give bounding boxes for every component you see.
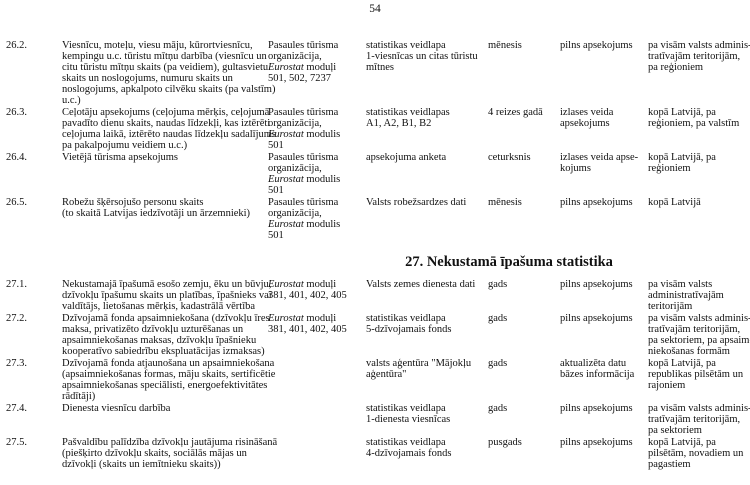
src-eu: Eurostat — [268, 129, 304, 140]
survey-method: pilns apsekojums — [560, 197, 633, 208]
data-source-form: apsekojuma anketa — [366, 152, 447, 163]
indicator-description: Nekustamajā īpašumā esošo zemju, ēku un … — [62, 279, 272, 312]
table-row: 27.4. Dienesta viesnīcu darbība statistika… — [0, 403, 750, 436]
table-row: 26.3. Ceļotāju apsekojums (ceļojuma mērķi… — [0, 107, 750, 151]
indicator-description: Viesnīcu, moteļu, viesu māju, kūrortvies… — [62, 40, 276, 106]
row-number: 27.2. — [6, 313, 27, 324]
src-eu: Eurostat — [268, 62, 304, 73]
indicator-description: Dzīvojamā fonda atjaunošana un apsaimnie… — [62, 358, 276, 402]
data-source-form: Valsts zemes dienesta dati — [366, 279, 476, 290]
indicator-description: Pašvaldību palīdzība dzīvokļu jautājuma … — [62, 437, 278, 470]
data-source-form: statistikas veidlapas A1, A2, B1, B2 — [366, 107, 450, 129]
source-reference — [268, 437, 366, 470]
frequency: pusgads — [488, 437, 522, 448]
frequency: ceturksnis — [488, 152, 531, 163]
source-reference: Eurostat moduļi 381, 401, 402, 405 — [268, 279, 366, 312]
src-org: Pasaules tūrisma organizācija, — [268, 40, 339, 62]
data-source-form: statistikas veidlapa 4-dzīvojamais fonds — [366, 437, 452, 459]
indicator-description: Dzīvojamā fonda apsaimniekošana (dzīvokļ… — [62, 313, 270, 357]
indicator-description: Dienesta viesnīcu darbība — [62, 403, 171, 414]
detail-level: kopā Latvijā, pa republikas pilsētām un … — [648, 358, 744, 391]
frequency: gads — [488, 313, 508, 324]
data-source-form: valsts aģentūra "Mājokļu aģentūra" — [366, 358, 472, 380]
src-eu: Eurostat — [268, 174, 304, 185]
survey-method: pilns apsekojums — [560, 313, 633, 324]
row-number: 27.4. — [6, 403, 27, 414]
frequency: mēnesis — [488, 197, 522, 208]
frequency: 4 reizes gadā — [488, 107, 543, 118]
row-number: 26.2. — [6, 40, 27, 51]
src-rest: modulis 501 — [268, 174, 341, 196]
indicator-description: Robežu šķērsojušo personu skaits (to ska… — [62, 197, 251, 219]
src-eu: Eurostat — [268, 313, 304, 324]
page-number: 54 — [369, 3, 381, 15]
src-org: Pasaules tūrisma organizācija, — [268, 107, 339, 129]
survey-method: aktualizēta datu bāzes informācija — [560, 358, 635, 380]
detail-level: pa visām valsts adminis- tratīvajām teri… — [648, 313, 750, 357]
frequency: gads — [488, 358, 508, 369]
row-number: 27.5. — [6, 437, 27, 448]
section-heading: 27. Nekustamā īpašuma statistika — [405, 254, 613, 270]
source-reference: Pasaules tūrisma organizācija, Eurostat … — [268, 40, 366, 106]
table-row: 27.3. Dzīvojamā fonda atjaunošana un apsa… — [0, 358, 750, 402]
table-row: 27.5. Pašvaldību palīdzība dzīvokļu jautā… — [0, 437, 750, 470]
indicator-description: Vietējā tūrisma apsekojums — [62, 152, 179, 163]
src-org: Pasaules tūrisma organizācija, — [268, 197, 339, 219]
row-number: 26.5. — [6, 197, 27, 208]
detail-level: kopā Latvijā, pa pilsētām, novadiem un p… — [648, 437, 744, 470]
row-number: 27.1. — [6, 279, 27, 290]
detail-level: kopā Latvijā, pa reģioniem, pa valstīm — [648, 107, 740, 129]
table-row: 26.5. Robežu šķērsojušo personu skaits (t… — [0, 197, 750, 241]
detail-level: pa visām valsts adminis- tratīvajām teri… — [648, 40, 750, 73]
detail-level: pa visām valsts adminis- tratīvajām teri… — [648, 403, 750, 436]
frequency: mēnesis — [488, 40, 522, 51]
data-source-form: Valsts robežsardzes dati — [366, 197, 467, 208]
row-number: 26.3. — [6, 107, 27, 118]
table-row: 26.4. Vietējā tūrisma apsekojums Pasaules … — [0, 152, 750, 196]
source-reference: Pasaules tūrisma organizācija, Eurostat … — [268, 197, 366, 241]
src-rest: moduļi 501, 502, 7237 — [268, 62, 337, 84]
src-eu: Eurostat — [268, 219, 304, 230]
source-reference: Pasaules tūrisma organizācija, Eurostat … — [268, 152, 366, 196]
source-reference: Eurostat moduļi 381, 401, 402, 405 — [268, 313, 366, 357]
survey-method: izlases veida apsekojums — [560, 107, 614, 129]
src-rest: modulis 501 — [268, 219, 341, 241]
table-row: 26.2. Viesnīcu, moteļu, viesu māju, kūror… — [0, 40, 750, 106]
source-reference — [268, 358, 366, 402]
src-rest: moduļi 381, 401, 402, 405 — [268, 279, 347, 301]
src-org: Pasaules tūrisma organizācija, — [268, 152, 339, 174]
statistics-table: 26.2. Viesnīcu, moteļu, viesu māju, kūror… — [0, 40, 750, 471]
survey-method: pilns apsekojums — [560, 40, 633, 51]
row-number: 26.4. — [6, 152, 27, 163]
survey-method: pilns apsekojums — [560, 279, 633, 290]
table-row: 27.1. Nekustamajā īpašumā esošo zemju, ēk… — [0, 279, 750, 312]
table-row: 27.2. Dzīvojamā fonda apsaimniekošana (dz… — [0, 313, 750, 357]
survey-method: izlases veida apse- kojums — [560, 152, 639, 174]
frequency: gads — [488, 403, 508, 414]
survey-method: pilns apsekojums — [560, 437, 633, 448]
row-number: 27.3. — [6, 358, 27, 369]
detail-level: kopā Latvijā, pa reģioniem — [648, 152, 716, 174]
survey-method: pilns apsekojums — [560, 403, 633, 414]
indicator-description: Ceļotāju apsekojums (ceļojuma mērķis, ce… — [62, 107, 277, 151]
data-source-form: statistikas veidlapa 5-dzīvojamais fonds — [366, 313, 452, 335]
src-rest: moduļi 381, 401, 402, 405 — [268, 313, 347, 335]
detail-level: pa visām valsts administratīvajām terito… — [648, 279, 724, 312]
detail-level: kopā Latvijā — [648, 197, 701, 208]
data-source-form: statistikas veidlapa 1-dienesta viesnīca… — [366, 403, 451, 425]
src-rest: modulis 501 — [268, 129, 341, 151]
data-source-form: statistikas veidlapa 1-viesnīcas un cita… — [366, 40, 478, 73]
frequency: gads — [488, 279, 508, 290]
source-reference: Pasaules tūrisma organizācija, Eurostat … — [268, 107, 366, 151]
src-eu: Eurostat — [268, 279, 304, 290]
source-reference — [268, 403, 366, 436]
